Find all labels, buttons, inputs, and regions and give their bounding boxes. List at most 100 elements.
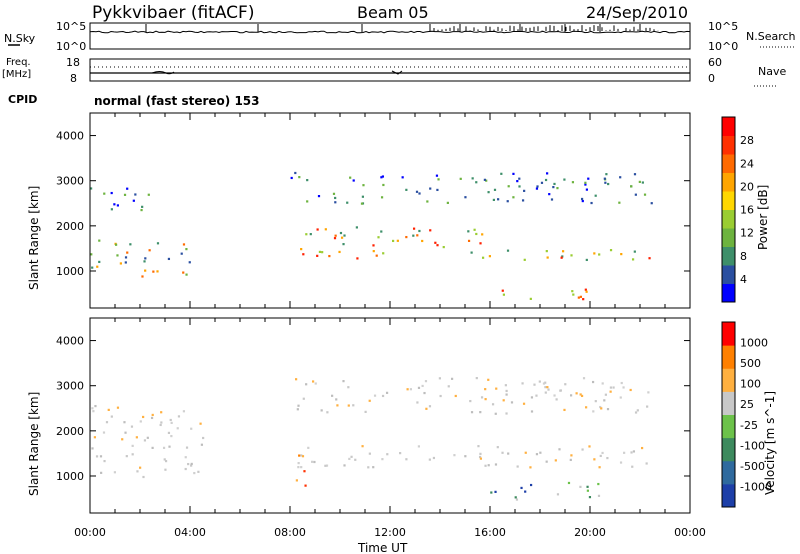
scatter-cell <box>164 459 168 463</box>
scatter-cell <box>636 409 639 412</box>
scatter-cell <box>375 254 378 257</box>
scatter-cell <box>99 455 103 458</box>
scatter-cell <box>585 290 588 293</box>
freq-blip-2 <box>391 70 403 75</box>
scatter-cell <box>102 431 106 434</box>
scatter-cell <box>373 394 377 397</box>
scatter-cell <box>529 466 532 469</box>
scatter-cell <box>90 253 93 256</box>
scatter-cell <box>297 404 300 407</box>
colorbar-tick-label: 100 <box>740 378 761 391</box>
scatter-cell <box>586 489 589 492</box>
scatter-cell <box>521 199 525 202</box>
colorbar-tick-label: 24 <box>740 157 754 170</box>
scatter-cell <box>555 398 558 401</box>
scatter-cell <box>507 185 510 188</box>
scatter-cell <box>434 241 437 244</box>
scatter-cell <box>447 385 450 388</box>
scatter-cell <box>107 408 110 411</box>
scatter-cell <box>647 391 650 394</box>
scatter-cell <box>125 455 128 458</box>
scatter-cell <box>584 181 587 184</box>
scatter-cell <box>364 410 367 413</box>
scatter-cell <box>372 466 375 469</box>
scatter-cell <box>467 239 471 242</box>
scatter-cell <box>185 248 188 251</box>
nave-tick-top: 60 <box>708 56 722 69</box>
nsky-label: N.Sky <box>4 32 36 45</box>
scatter-cell <box>167 431 171 434</box>
scatter-cell <box>575 392 578 395</box>
scatter-cell <box>622 386 625 389</box>
scatter-cell <box>95 455 99 458</box>
scatter-cell <box>356 257 359 260</box>
scatter-cell <box>459 177 462 180</box>
scatter-cell <box>603 177 606 180</box>
freq-blip-1 <box>151 71 175 75</box>
scatter-cell <box>535 453 539 456</box>
scatter-cell <box>416 401 419 404</box>
scatter-cell <box>473 228 476 231</box>
scatter-cell <box>147 193 150 196</box>
scatter-cell <box>428 405 432 408</box>
scatter-cell <box>313 460 316 464</box>
scatter-cell <box>139 466 142 469</box>
scatter-cell <box>381 175 385 178</box>
scatter-cell <box>612 386 615 389</box>
scatter-cell <box>609 390 612 393</box>
y-tick-label: 3000 <box>56 380 84 393</box>
scatter-cell <box>170 421 173 425</box>
scatter-cell <box>114 243 118 246</box>
colorbar-tick-label: -25 <box>740 419 758 432</box>
scatter-cell <box>352 179 355 182</box>
colorbar-segment <box>722 391 735 415</box>
scatter-cell <box>332 192 336 195</box>
scatter-cell <box>533 383 536 386</box>
scatter-cell <box>522 402 526 405</box>
scatter-cell <box>119 262 122 265</box>
scatter-cell <box>542 382 546 385</box>
colorbar-segment <box>722 117 735 136</box>
scatter-cell <box>124 261 127 264</box>
colorbar-segment <box>722 228 735 247</box>
scatter-cell <box>584 183 587 186</box>
scatter-cell <box>530 396 534 399</box>
scatter-cell <box>325 464 329 467</box>
nsearch-label: N.Search <box>746 30 796 43</box>
scatter-cell <box>309 233 312 236</box>
scatter-cell <box>317 195 321 198</box>
scatter-cell <box>554 459 557 462</box>
scatter-cell <box>650 202 653 205</box>
scatter-cell <box>494 412 497 415</box>
scatter-cell <box>453 454 456 457</box>
scatter-cell <box>633 250 636 253</box>
y-tick-label: 4000 <box>56 130 84 143</box>
freq-tick-bottom: 8 <box>70 72 77 85</box>
scatter-cell <box>116 406 120 409</box>
colorbar-segment <box>722 209 735 229</box>
scatter-cell <box>304 484 307 487</box>
scatter-cell <box>361 445 364 448</box>
scatter-cell <box>169 418 172 422</box>
scatter-cell <box>491 403 495 406</box>
scatter-cell <box>502 399 505 402</box>
scatter-cell <box>197 470 200 473</box>
nsky-tick-top: 10^5 <box>56 20 86 33</box>
scatter-cell <box>405 458 408 461</box>
scatter-cell <box>619 396 622 399</box>
power-colorbar-label: Power [dB] <box>756 185 770 250</box>
scatter-cell <box>367 466 370 469</box>
scatter-cell <box>523 189 526 192</box>
scatter-cell <box>297 466 300 469</box>
scatter-cell <box>563 178 566 181</box>
scatter-cell <box>601 451 604 455</box>
scatter-cell <box>380 230 383 233</box>
scatter-cell <box>547 388 550 391</box>
scatter-cell <box>579 393 582 396</box>
colorbar-tick-label: -500 <box>740 460 765 473</box>
scatter-cell <box>536 185 539 188</box>
scatter-cell <box>475 181 478 184</box>
scatter-cell <box>334 234 337 237</box>
scatter-cell <box>479 242 482 245</box>
scatter-cell <box>454 394 457 398</box>
